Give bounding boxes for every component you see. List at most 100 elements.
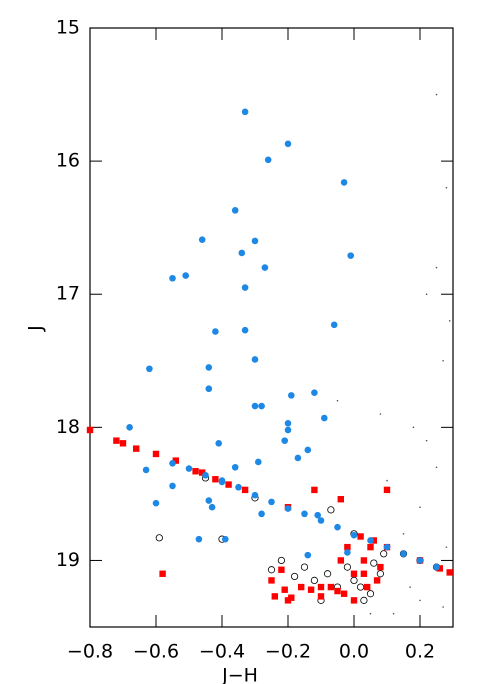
point xyxy=(373,577,381,584)
point xyxy=(380,550,388,558)
point xyxy=(258,402,265,410)
point xyxy=(392,612,395,615)
point xyxy=(327,583,335,591)
point xyxy=(448,320,451,322)
point xyxy=(241,108,249,116)
point xyxy=(288,594,295,601)
point xyxy=(215,440,222,447)
point xyxy=(366,590,375,598)
point xyxy=(152,499,160,507)
point xyxy=(284,597,292,604)
point xyxy=(321,414,328,422)
point xyxy=(364,583,371,591)
point xyxy=(172,457,179,464)
point xyxy=(419,506,421,509)
point xyxy=(287,619,289,622)
point xyxy=(284,426,292,434)
point xyxy=(267,566,276,574)
point xyxy=(169,274,176,282)
point xyxy=(185,465,193,472)
point xyxy=(126,424,133,431)
point xyxy=(284,140,292,148)
point xyxy=(251,237,259,245)
point xyxy=(343,563,351,571)
point xyxy=(370,559,378,567)
point xyxy=(241,326,249,334)
point xyxy=(330,321,338,329)
point xyxy=(304,446,312,454)
point xyxy=(288,392,295,399)
point xyxy=(212,476,219,483)
point xyxy=(383,486,391,494)
y-tick-label: 18 xyxy=(56,416,80,438)
point xyxy=(311,389,318,397)
point xyxy=(435,93,438,96)
point xyxy=(340,590,348,597)
point xyxy=(419,599,421,602)
point xyxy=(225,481,232,488)
point xyxy=(208,503,216,511)
point xyxy=(340,179,348,186)
point xyxy=(254,458,262,466)
point xyxy=(281,437,289,444)
point xyxy=(344,543,351,551)
point xyxy=(317,593,325,600)
point xyxy=(350,531,358,539)
point xyxy=(369,612,372,615)
point xyxy=(241,486,249,494)
point xyxy=(202,471,209,479)
point xyxy=(344,549,351,556)
point xyxy=(425,293,428,296)
point xyxy=(436,565,443,572)
point xyxy=(445,546,448,548)
point xyxy=(337,557,344,564)
point xyxy=(231,463,239,471)
point xyxy=(192,468,199,475)
point xyxy=(142,466,150,474)
point xyxy=(337,496,344,503)
point xyxy=(336,399,339,402)
point xyxy=(425,439,428,442)
point xyxy=(169,459,176,467)
point xyxy=(356,583,365,591)
point xyxy=(290,572,299,581)
point xyxy=(307,586,315,593)
point xyxy=(198,236,206,243)
y-tick-label: 19 xyxy=(56,549,80,571)
point xyxy=(251,356,259,363)
point xyxy=(317,583,325,591)
point xyxy=(199,469,206,476)
point xyxy=(435,466,438,469)
point xyxy=(360,557,368,564)
point xyxy=(146,365,153,373)
point xyxy=(350,597,358,604)
point xyxy=(311,486,318,494)
point xyxy=(271,593,278,600)
point xyxy=(241,284,249,291)
point xyxy=(445,186,448,189)
point xyxy=(334,523,341,531)
point xyxy=(152,450,160,458)
point xyxy=(360,570,368,577)
point xyxy=(278,566,285,573)
point xyxy=(310,576,318,585)
point xyxy=(205,497,213,504)
point xyxy=(433,563,440,571)
point xyxy=(446,569,453,576)
point xyxy=(284,505,292,512)
y-tick-label: 17 xyxy=(56,283,80,305)
y-tick-label: 15 xyxy=(56,17,80,39)
point xyxy=(386,479,388,482)
point xyxy=(268,577,275,584)
point xyxy=(350,570,358,577)
point xyxy=(218,478,226,486)
point xyxy=(258,510,265,518)
point xyxy=(376,570,384,578)
point xyxy=(435,266,438,269)
point xyxy=(284,420,292,427)
x-tick-label: −0.6 xyxy=(133,641,179,663)
point xyxy=(281,586,288,593)
point xyxy=(182,272,189,279)
point xyxy=(383,543,391,551)
point xyxy=(323,570,332,578)
